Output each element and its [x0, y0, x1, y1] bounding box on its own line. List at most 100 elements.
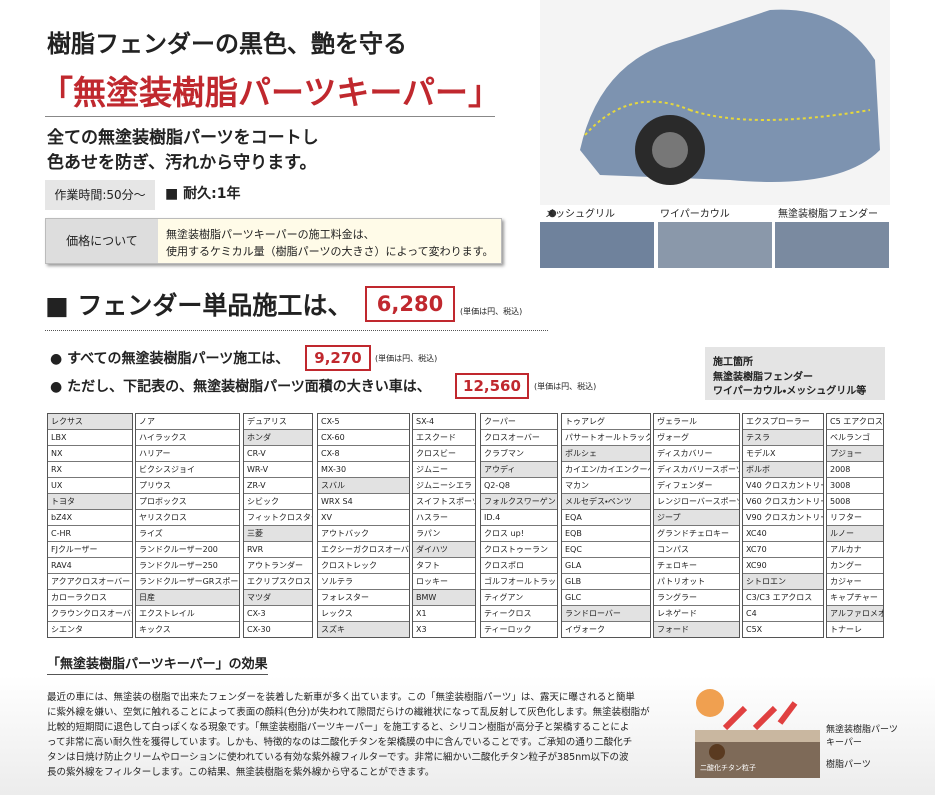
table-cell: ランドクルーザー200	[136, 542, 239, 558]
table-cell: C5X	[746, 625, 763, 634]
table-cell: コンパス	[654, 542, 739, 558]
work-time: 作業時間:50分～	[45, 180, 155, 210]
table-cell: エスクード	[413, 430, 475, 446]
rule	[45, 116, 495, 117]
all-parts-label: ● すべての無塗装樹脂パーツ施工は、	[50, 351, 290, 367]
description: 全ての無塗装樹脂パーツをコートし	[47, 128, 319, 148]
areas-line: ワイパーカウル・メッシュグリル等	[713, 386, 867, 397]
table-cell: C3/C3 エアクロス	[743, 590, 823, 606]
table-cell: トヨタ	[48, 494, 132, 510]
table-cell: アルカナ	[827, 542, 883, 558]
table-cell: GLC	[562, 590, 650, 606]
table-cell: ゴルフオールトラック	[481, 574, 557, 590]
effect-line: タンは日焼け防止クリームやローションに使われている有効な紫外線フィルターです。非…	[47, 752, 629, 763]
diagram	[695, 689, 820, 778]
table-cell: チェロキー	[654, 558, 739, 574]
areas-box: 施工箇所 無塗装樹脂フェンダー ワイパーカウル・メッシュグリル等	[705, 347, 885, 400]
price-note: 価格について 無塗装樹脂パーツキーパーの施工料金は、 使用するケミカル量（樹脂パ…	[45, 218, 502, 264]
table-cell: ディスカバリー	[654, 446, 739, 462]
table-cell: ライズ	[136, 526, 239, 542]
table-column: CX-5 CX-60 CX-8 MX-30 スバル WRX S4 XV アウトバック エクシーガ…	[317, 413, 410, 638]
table-cell: スイフトスポーツ	[413, 494, 475, 510]
table-cell: V60 クロスカントリー	[743, 494, 823, 510]
table-cell: エクシーガクロスオーバー	[318, 542, 409, 558]
table-cell: エクリプスクロス	[244, 574, 312, 590]
table-cell: トナーレ	[830, 625, 862, 634]
table-column: デュアリス ホンダ CR-V WR-V ZR-V シビック フィットクロスター 三菱 RVR アウ…	[243, 413, 313, 638]
table-cell: EQA	[562, 510, 650, 526]
areas-line: 無塗装樹脂フェンダー	[713, 372, 813, 383]
table-cell: LBX	[48, 430, 132, 446]
table-cell: クーパー	[481, 414, 557, 430]
table-cell: ディフェンダー	[654, 478, 739, 494]
table-cell: V40 クロスカントリー	[743, 478, 823, 494]
table-cell: XC70	[743, 542, 823, 558]
table-column: エクスプローラー テスラ モデルX ボルボ V40 クロスカントリー V60 クロスカント…	[742, 413, 824, 638]
table-cell: エクストレイル	[136, 606, 239, 622]
table-cell: 2008	[827, 462, 883, 478]
table-cell: アウトバック	[318, 526, 409, 542]
table-cell: CX-8	[318, 446, 409, 462]
table-column: レクサス LBX NX RX UX トヨタ bZ4X C-HR FJクルーザー RAV4 アクアクロ…	[47, 413, 133, 638]
effect-line: 最近の車には、無塗装の樹脂で出来たフェンダーを装着した新車が多く出ています。この…	[47, 692, 635, 703]
table-cell: ホンダ	[244, 430, 312, 446]
table-cell: ティーロック	[484, 625, 532, 634]
all-parts-price: 9,270	[305, 345, 371, 371]
table-cell: X1	[413, 606, 475, 622]
table-cell: ランドローバー	[562, 606, 650, 622]
areas-title: 施工箇所	[713, 357, 753, 368]
table-cell: ヤリスクロス	[136, 510, 239, 526]
table-cell: フォード	[654, 622, 739, 637]
table-cell: V90 クロスカントリー	[743, 510, 823, 526]
photo-label: 無塗装樹脂フェンダー	[778, 209, 878, 220]
table-cell: フィットクロスター	[244, 510, 312, 526]
table-cell: ジムニーシエラ	[413, 478, 475, 494]
fender-price: 6,280	[365, 286, 455, 322]
table-cell: bZ4X	[48, 510, 132, 526]
table-cell: CX-60	[318, 430, 409, 446]
table-cell: GLA	[562, 558, 650, 574]
base-label: 樹脂パーツ	[826, 760, 871, 770]
table-cell: シトロエン	[743, 574, 823, 590]
price-note-label: 価格について	[46, 219, 158, 263]
table-cell: CR-V	[244, 446, 312, 462]
table-cell: ソルテラ	[318, 574, 409, 590]
table-cell: パトリオット	[654, 574, 739, 590]
table-cell: FJクルーザー	[48, 542, 132, 558]
table-cell: XV	[318, 510, 409, 526]
table-cell: エクスプローラー	[743, 414, 823, 430]
table-cell: ランドクルーザー250	[136, 558, 239, 574]
table-cell: XC90	[743, 558, 823, 574]
table-cell: ZR-V	[244, 478, 312, 494]
table-cell: レクサス	[48, 414, 132, 430]
table-cell: ヴェラール	[654, 414, 739, 430]
subtitle: 「無塗装樹脂パーツキーパー」	[40, 73, 502, 112]
table-cell: キックス	[139, 625, 171, 634]
effect-line: 比較的短期間に退色して白っぽくなる現象です。「無塗装樹脂パーツキーパー」を施工す…	[47, 722, 630, 733]
effect-title: 「無塗装樹脂パーツキーパー」の効果	[47, 653, 268, 675]
table-cell: RX	[48, 462, 132, 478]
table-column: SX-4 エスクード クロスビー ジムニー ジムニーシエラ スイフトスポーツ ハスラー ラパン…	[412, 413, 476, 638]
table-cell: フォルクスワーゲン	[481, 494, 557, 510]
table-cell: クラウンクロスオーバー	[48, 606, 132, 622]
table-cell: レンジローバースポーツ	[654, 494, 739, 510]
table-cell: ティグアン	[481, 590, 557, 606]
table-cell: クロス up!	[481, 526, 557, 542]
table-cell: C4	[743, 606, 823, 622]
table-cell: XC40	[743, 526, 823, 542]
table-cell: マツダ	[244, 590, 312, 606]
table-cell: クロストレック	[318, 558, 409, 574]
table-cell: タフト	[413, 558, 475, 574]
table-cell: WR-V	[244, 462, 312, 478]
dotted-rule	[45, 330, 548, 331]
table-cell: CX-5	[318, 414, 409, 430]
table-cell: フォレスター	[318, 590, 409, 606]
table-cell: シエンタ	[51, 625, 83, 634]
table-cell: ランドクルーザーGRスポーツ	[136, 574, 239, 590]
table-cell: ラングラー	[654, 590, 739, 606]
photo-label: ワイパーカウル	[660, 209, 730, 220]
table-cell: レネゲード	[654, 606, 739, 622]
table-column: トゥアレグ パサートオールトラック ポルシェ カイエン/カイエンクーペ マカン メルセデス…	[561, 413, 651, 638]
table-cell: アルファロメオ	[827, 606, 883, 622]
table-cell: クロスビー	[413, 446, 475, 462]
